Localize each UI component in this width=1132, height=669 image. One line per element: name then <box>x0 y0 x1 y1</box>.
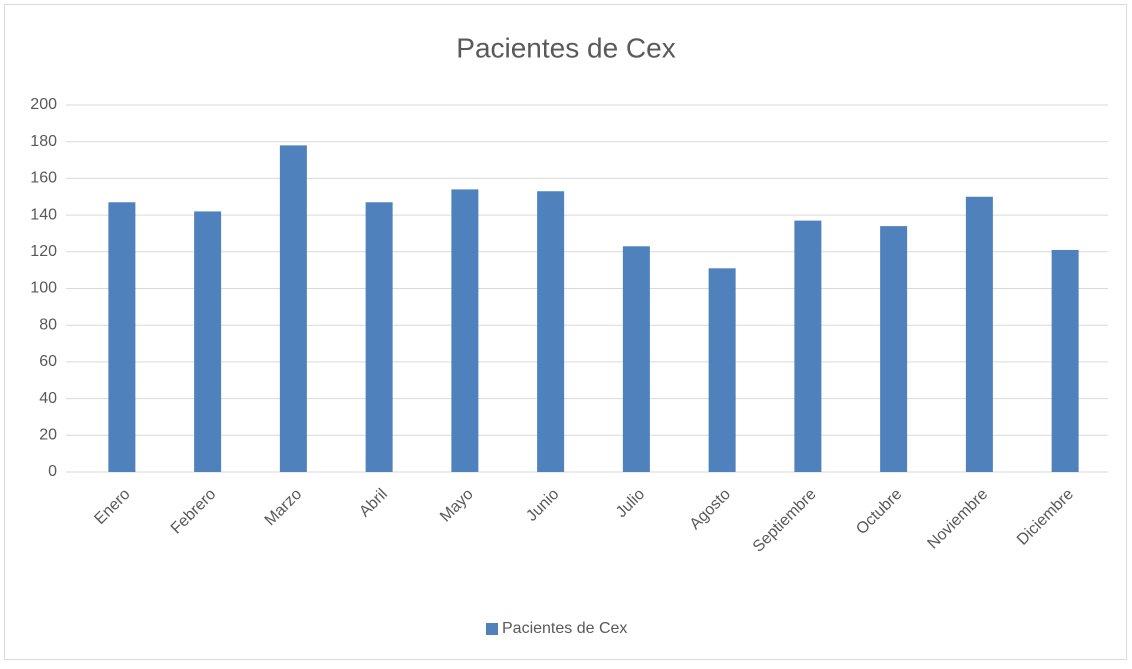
bar <box>622 246 650 472</box>
y-tick-label: 100 <box>30 280 57 297</box>
y-tick-label: 200 <box>30 96 57 113</box>
bar <box>108 202 136 472</box>
y-tick-label: 160 <box>30 170 57 187</box>
y-tick-label: 60 <box>39 353 57 370</box>
chart-title: Pacientes de Cex <box>456 32 675 63</box>
y-tick-label: 40 <box>39 390 57 407</box>
y-tick-label: 120 <box>30 243 57 260</box>
y-tick-label: 0 <box>48 463 57 480</box>
legend-swatch <box>486 623 498 635</box>
bar <box>537 191 565 472</box>
bar <box>365 202 393 472</box>
bar <box>451 189 479 472</box>
bar <box>794 220 822 472</box>
bar <box>880 226 908 472</box>
bar <box>1051 249 1079 472</box>
bar <box>965 196 993 472</box>
chart-border <box>4 4 1127 660</box>
bar <box>194 211 222 472</box>
bar <box>279 145 307 472</box>
legend-label: Pacientes de Cex <box>502 620 627 637</box>
y-tick-label: 180 <box>30 133 57 150</box>
bar <box>708 268 736 472</box>
y-tick-label: 20 <box>39 427 57 444</box>
y-tick-label: 140 <box>30 206 57 223</box>
y-tick-label: 80 <box>39 316 57 333</box>
